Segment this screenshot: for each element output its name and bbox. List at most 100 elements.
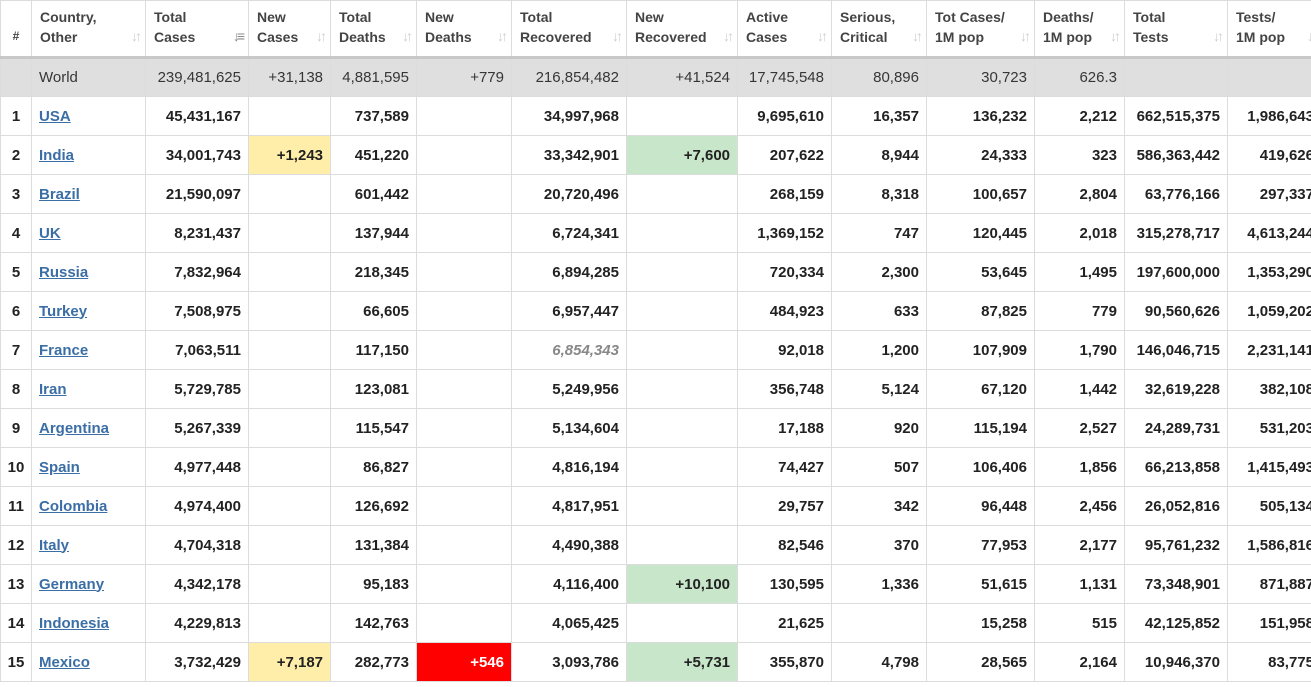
sort-arrows-icon[interactable]: ↓↑ (1110, 28, 1121, 44)
country-link[interactable]: Colombia (39, 497, 108, 515)
total-cases-cell: 34,001,743 (145, 135, 249, 175)
col-header-cases-per-m-line1: Tot Cases/ (935, 9, 1005, 25)
table-row: 12 Italy 4,704,318 131,384 4,490,388 82,546 37… (0, 525, 1311, 565)
active-cases-cell: 207,622 (737, 135, 832, 175)
country-link[interactable]: UK (39, 224, 61, 242)
new-deaths-cell (416, 330, 512, 370)
col-header-country[interactable]: Country, Other ↓↑ (31, 0, 146, 59)
col-header-total-tests-line2: Tests (1133, 29, 1169, 45)
col-header-new-recovered-line1: New (635, 9, 664, 25)
country-cell: Colombia (31, 486, 146, 526)
deaths-per-million-cell: 323 (1034, 135, 1125, 175)
serious-critical-cell (831, 603, 927, 643)
total-cases-cell: 8,231,437 (145, 213, 249, 253)
col-header-total-cases-line2: Cases (154, 29, 196, 45)
col-header-tests-per-m[interactable]: Tests/1M pop ↓↑ (1227, 0, 1311, 59)
total-deaths-cell: 451,220 (330, 135, 417, 175)
col-header-new-deaths[interactable]: New Deaths ↓↑ (416, 0, 512, 59)
col-header-cases-per-m[interactable]: Tot Cases/1M pop ↓↑ (926, 0, 1035, 59)
tests-per-million-cell: 382,108 (1227, 369, 1311, 409)
country-link[interactable]: India (39, 146, 75, 164)
country-link[interactable]: Italy (39, 536, 70, 554)
sort-arrows-icon[interactable]: ↓↑ (1020, 28, 1031, 44)
col-header-total-cases[interactable]: Total Cases ↓≡ (145, 0, 249, 59)
deaths-per-million-cell: 2,164 (1034, 642, 1125, 682)
country-link[interactable]: Indonesia (39, 614, 110, 632)
col-header-serious[interactable]: Serious, Critical ↓↑ (831, 0, 927, 59)
country-cell: Germany (31, 564, 146, 604)
cases-per-million-cell: 87,825 (926, 291, 1035, 331)
col-header-total-deaths[interactable]: Total Deaths ↓↑ (330, 0, 417, 59)
tests-per-million-cell: 2,231,141 (1227, 330, 1311, 370)
serious-critical-cell: 920 (831, 408, 927, 448)
country-link[interactable]: Germany (39, 575, 105, 593)
col-header-total-tests[interactable]: Total Tests ↓↑ (1124, 0, 1228, 59)
new-cases-cell: +1,243 (248, 135, 331, 175)
total-deaths-cell: 117,150 (330, 330, 417, 370)
sort-arrows-icon[interactable]: ↓↑ (497, 28, 508, 44)
new-cases-cell (248, 369, 331, 409)
new-recovered-cell (626, 369, 738, 409)
country-link[interactable]: USA (39, 107, 71, 125)
total-tests-cell: 32,619,228 (1124, 369, 1228, 409)
country-link[interactable]: Turkey (39, 302, 88, 320)
sort-arrows-icon[interactable]: ↓↑ (817, 28, 828, 44)
country-link[interactable]: Russia (39, 263, 89, 281)
total-tests-cell: 63,776,166 (1124, 174, 1228, 214)
total-recovered-cell: 4,817,951 (511, 486, 627, 526)
country-link[interactable]: Mexico (39, 653, 90, 671)
sort-arrows-icon[interactable]: ↓↑ (316, 28, 327, 44)
total-deaths-cell: 142,763 (330, 603, 417, 643)
deaths-per-million-cell: 1,495 (1034, 252, 1125, 292)
country-link[interactable]: Argentina (39, 419, 110, 437)
deaths-per-million-cell: 2,804 (1034, 174, 1125, 214)
country-cell: Indonesia (31, 603, 146, 643)
tests-per-million-cell: 871,887 (1227, 564, 1311, 604)
total-deaths-cell: 126,692 (330, 486, 417, 526)
col-header-deaths-per-m[interactable]: Deaths/1M pop ↓↑ (1034, 0, 1125, 59)
new-recovered-cell (626, 174, 738, 214)
col-header-deaths-per-m-line1: Deaths/ (1043, 9, 1094, 25)
sort-arrows-icon[interactable]: ↓↑ (402, 28, 413, 44)
country-cell: Spain (31, 447, 146, 487)
col-header-active-cases-line1: Active (746, 9, 789, 25)
world-active-cases: 17,745,548 (737, 57, 832, 97)
total-cases-cell: 21,590,097 (145, 174, 249, 214)
country-cell: Argentina (31, 408, 146, 448)
col-header-total-recovered[interactable]: Total Recovered ↓↑ (511, 0, 627, 59)
serious-critical-cell: 747 (831, 213, 927, 253)
total-tests-cell: 95,761,232 (1124, 525, 1228, 565)
sort-arrows-icon[interactable]: ↓↑ (723, 28, 734, 44)
tests-per-million-cell: 531,203 (1227, 408, 1311, 448)
country-link[interactable]: France (39, 341, 89, 359)
sort-desc-icon[interactable]: ↓≡ (232, 28, 245, 44)
active-cases-cell: 1,369,152 (737, 213, 832, 253)
sort-arrows-icon[interactable]: ↓↑ (612, 28, 623, 44)
new-recovered-cell (626, 252, 738, 292)
total-tests-cell: 662,515,375 (1124, 96, 1228, 136)
sort-arrows-icon[interactable]: ↓↑ (912, 28, 923, 44)
total-tests-cell: 315,278,717 (1124, 213, 1228, 253)
country-cell: UK (31, 213, 146, 253)
sort-arrows-icon[interactable]: ↓↑ (131, 28, 142, 44)
cases-per-million-cell: 106,406 (926, 447, 1035, 487)
new-recovered-cell (626, 525, 738, 565)
col-header-new-recovered[interactable]: New Recovered ↓↑ (626, 0, 738, 59)
country-link[interactable]: Brazil (39, 185, 80, 203)
country-cell: Iran (31, 369, 146, 409)
table-row: 5 Russia 7,832,964 218,345 6,894,285 720,334 2… (0, 252, 1311, 292)
col-header-country-line2: Other (40, 29, 78, 45)
col-header-new-cases[interactable]: New Cases ↓↑ (248, 0, 331, 59)
new-deaths-cell (416, 252, 512, 292)
country-link[interactable]: Iran (39, 380, 67, 398)
country-link[interactable]: Spain (39, 458, 80, 476)
sort-arrows-icon[interactable]: ↓↑ (1213, 28, 1224, 44)
sort-arrows-icon[interactable]: ↓↑ (1307, 28, 1311, 44)
col-header-tests-per-m-line2: 1M pop (1236, 29, 1285, 45)
row-index: 6 (0, 291, 32, 331)
active-cases-cell: 130,595 (737, 564, 832, 604)
new-recovered-cell (626, 447, 738, 487)
new-cases-cell (248, 213, 331, 253)
col-header-active-cases[interactable]: Active Cases ↓↑ (737, 0, 832, 59)
world-tests-per-m (1227, 57, 1311, 97)
